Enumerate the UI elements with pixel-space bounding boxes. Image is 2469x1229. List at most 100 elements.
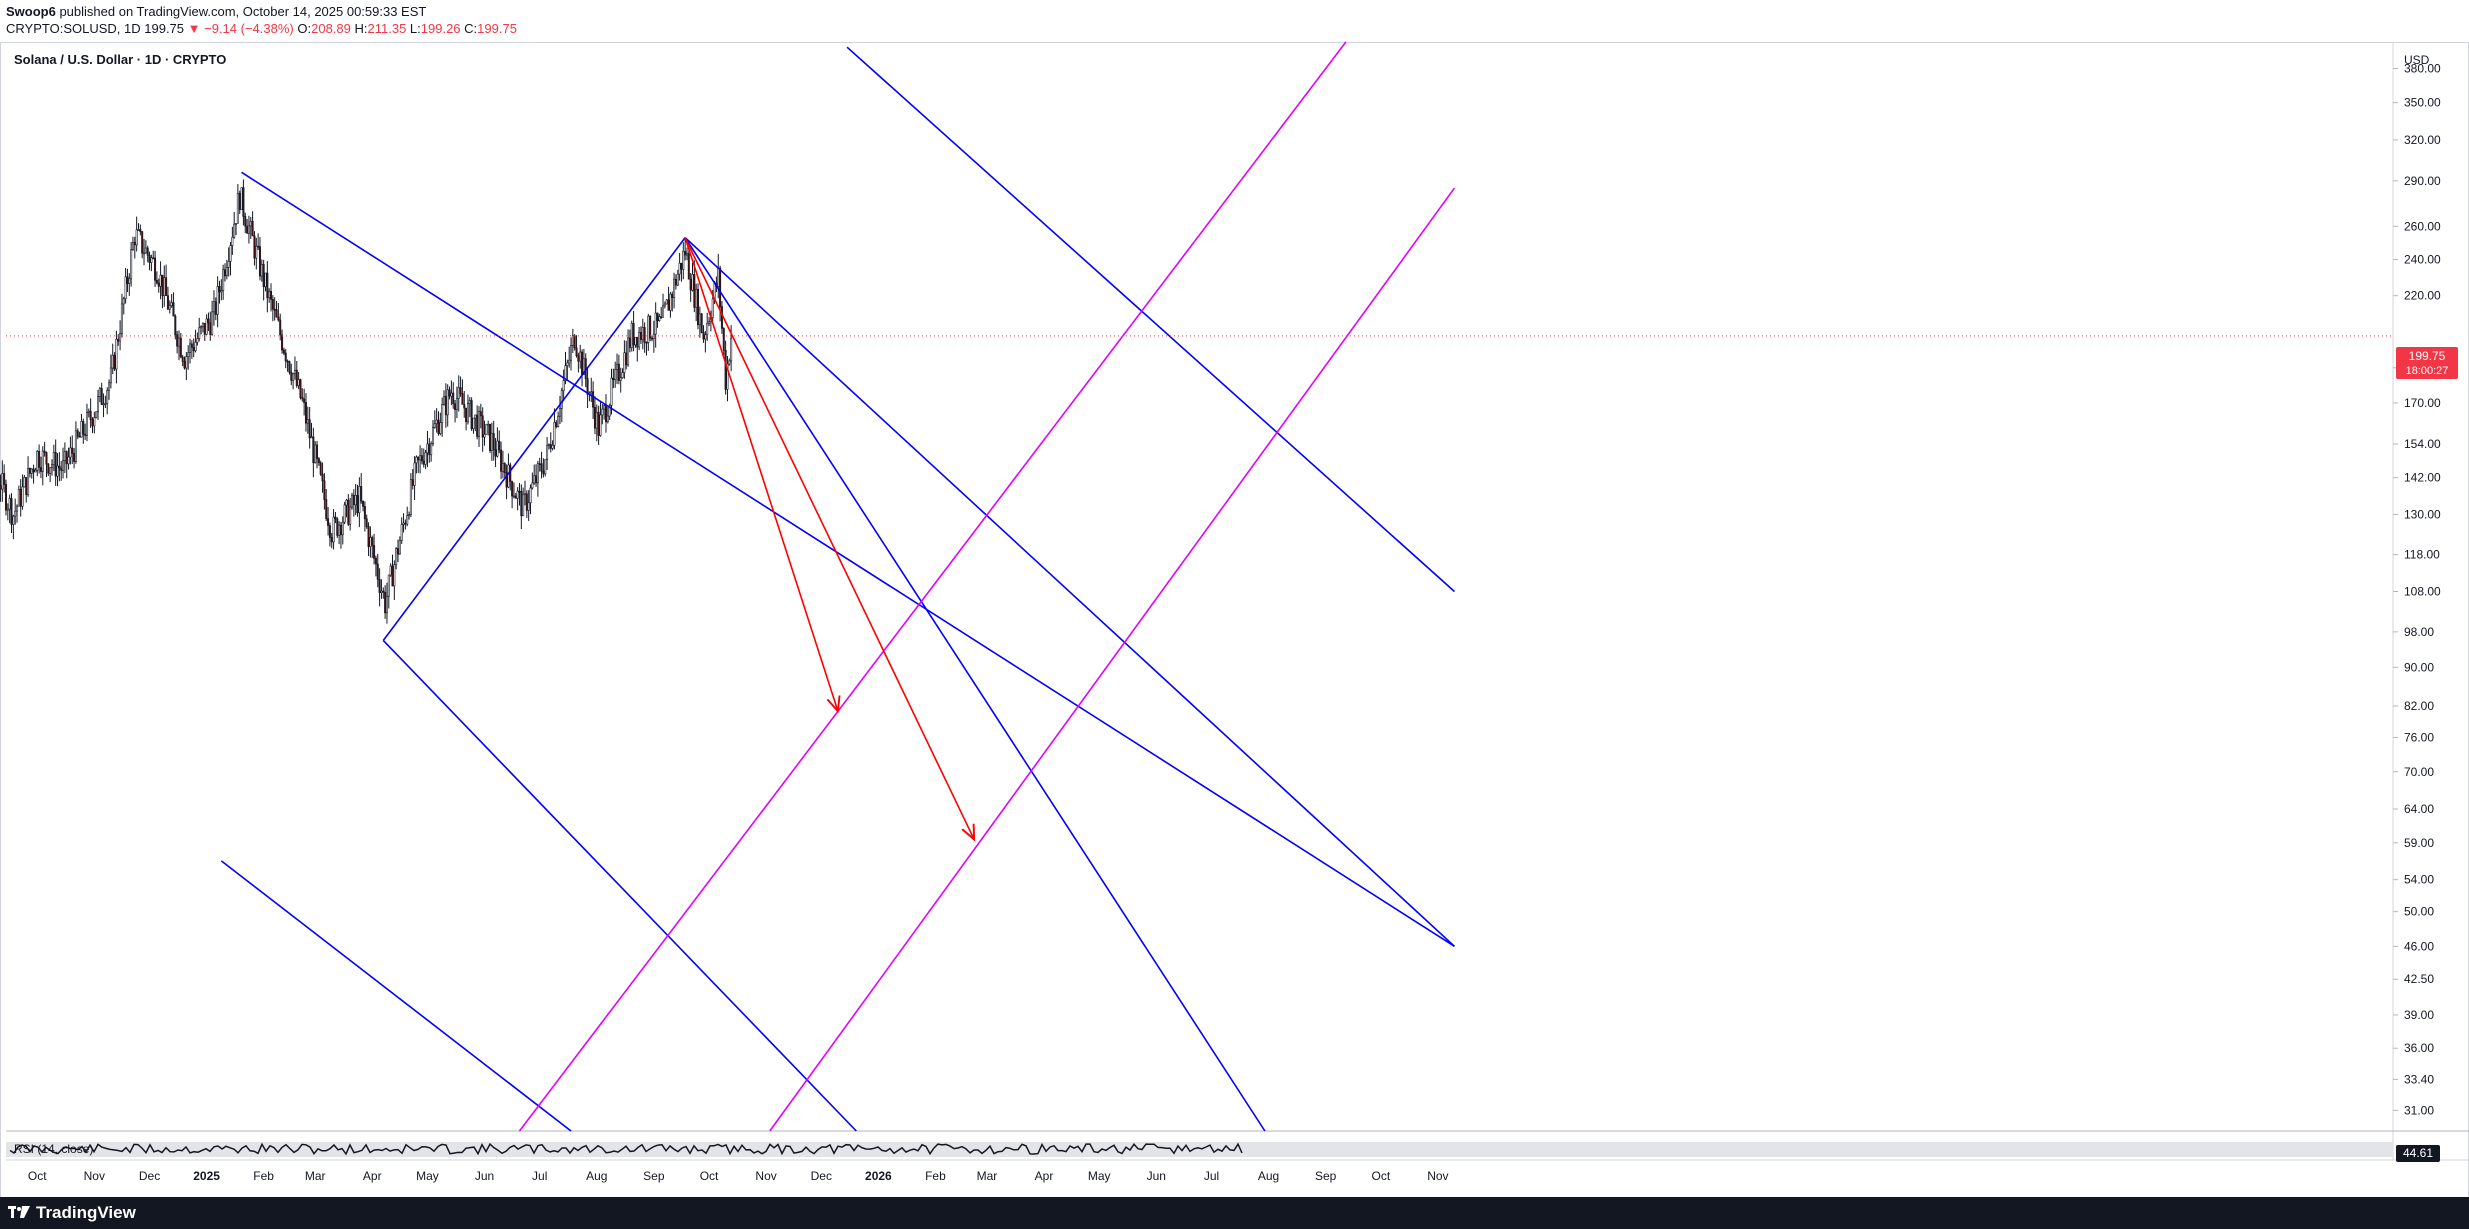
candle-body: [564, 365, 567, 381]
candle-body: [483, 433, 486, 438]
currency-label[interactable]: USD: [2404, 53, 2430, 67]
time-tick-label: Sep: [643, 1169, 665, 1183]
price-tick-label: 170.00: [2404, 396, 2441, 410]
candle-body: [512, 495, 515, 498]
candle-body: [108, 382, 111, 391]
badge-countdown: 18:00:27: [2405, 365, 2449, 377]
candle-body: [128, 278, 131, 284]
candle-body: [643, 327, 646, 343]
candle-body: [437, 419, 440, 434]
candle-body: [27, 467, 30, 496]
price-tick-label: 142.00: [2404, 471, 2441, 485]
candle-body: [135, 229, 138, 246]
channel-line[interactable]: [684, 237, 1266, 1132]
candle-body: [590, 391, 593, 394]
candle-body: [658, 316, 661, 322]
candle-body: [106, 390, 109, 404]
candle-body: [369, 537, 372, 547]
fork-line[interactable]: [769, 187, 1456, 1132]
time-tick-label: Nov: [1427, 1169, 1448, 1183]
candle-body: [82, 420, 85, 435]
channel-line[interactable]: [382, 639, 857, 1132]
candle-body: [251, 221, 254, 237]
price-tick-label: 320.00: [2404, 133, 2441, 147]
channel-line[interactable]: [846, 46, 1455, 593]
candle-body: [130, 249, 133, 280]
candle-body: [601, 408, 604, 416]
symbol-label[interactable]: CRYPTO:SOLUSD, 1D: [6, 21, 141, 36]
time-tick-label: Apr: [363, 1169, 382, 1183]
candle-body: [328, 525, 331, 538]
candle-body: [603, 405, 606, 410]
candle-body: [159, 274, 162, 287]
channel-line[interactable]: [382, 237, 686, 641]
candle-body: [275, 309, 278, 318]
candle-body: [698, 313, 701, 326]
candle-body: [155, 279, 158, 284]
arrow-line[interactable]: [684, 237, 838, 711]
candle-body: [198, 327, 201, 339]
candle-body: [641, 327, 644, 340]
channel-line[interactable]: [220, 860, 572, 1132]
candle-body: [362, 500, 365, 507]
candle-body: [14, 510, 17, 517]
time-tick-label: Jul: [1204, 1169, 1219, 1183]
candle-body: [189, 343, 192, 353]
candle-body: [207, 318, 210, 324]
candle-body: [426, 443, 429, 454]
candle-body: [406, 515, 409, 525]
candle-body: [724, 350, 727, 390]
candle-body: [203, 322, 206, 335]
arrow-line[interactable]: [684, 237, 974, 840]
candle-body: [34, 469, 37, 473]
price-chart[interactable]: 380.00 350.00 320.00 290.00 260.00 240.00 220.…: [0, 0, 2469, 1200]
candle-body: [728, 360, 731, 365]
candle-body: [63, 451, 66, 462]
candle-body: [218, 286, 221, 293]
candle-body: [310, 436, 313, 439]
candle-body: [446, 389, 449, 416]
candle-body: [374, 557, 377, 565]
candle-body: [209, 322, 212, 335]
time-axis[interactable]: Sep Oct Nov Dec 2025 Feb Mar Apr May Jun Jul Aug Sep…: [0, 1169, 1449, 1183]
candle-body: [146, 247, 149, 256]
candle-body: [704, 334, 707, 340]
candle-body: [308, 419, 311, 439]
candle-body: [461, 393, 464, 405]
candle-body: [354, 495, 357, 506]
fork-line[interactable]: [518, 41, 1347, 1132]
rsi-label[interactable]: RSI (14, close): [14, 1142, 94, 1156]
candle-body: [614, 369, 617, 381]
author-name[interactable]: Swoop6: [6, 4, 56, 19]
candle-body: [341, 521, 344, 536]
candle-body: [555, 422, 558, 427]
channel-line[interactable]: [241, 171, 1455, 947]
candle-body: [575, 347, 578, 357]
candle-body: [150, 257, 153, 263]
candle-body: [3, 473, 6, 485]
candle-body: [391, 565, 394, 587]
candle-body: [58, 465, 61, 469]
candle-body: [258, 246, 261, 277]
candle-body: [571, 335, 574, 346]
candle-body: [393, 564, 396, 587]
price-tick-label: 130.00: [2404, 507, 2441, 521]
candle-body: [4, 484, 7, 511]
tradingview-logo[interactable]: TradingView: [8, 1203, 136, 1223]
price-tick-label: 46.00: [2404, 939, 2434, 953]
candle-body: [558, 408, 561, 417]
channel-line[interactable]: [684, 237, 1455, 947]
candle-body: [271, 299, 274, 310]
price-axis[interactable]: 380.00 350.00 320.00 290.00 260.00 240.00 220.…: [2393, 61, 2441, 1117]
candle-body: [638, 331, 641, 348]
candle-body: [680, 262, 683, 270]
candle-body: [363, 506, 366, 520]
candle-body: [100, 388, 103, 405]
candle-body: [177, 337, 180, 347]
candle-body: [345, 499, 348, 506]
candle-body: [468, 400, 471, 404]
candle-body: [247, 225, 250, 234]
candle-body: [214, 301, 217, 315]
candle-body: [397, 548, 400, 555]
candle-body: [260, 264, 263, 277]
